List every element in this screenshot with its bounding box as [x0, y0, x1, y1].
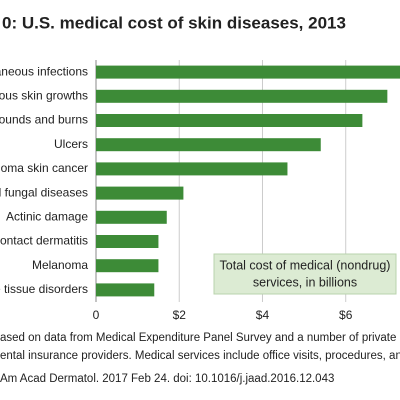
bar — [96, 186, 184, 200]
bar — [96, 283, 155, 297]
x-tick-label: $4 — [256, 308, 270, 322]
note: ental insurance providers. Medical servi… — [0, 350, 400, 362]
annotation: services, in billions — [253, 275, 357, 289]
bar — [96, 235, 159, 248]
bar — [96, 162, 288, 176]
note: ased on data from Medical Expenditure Pa… — [0, 332, 400, 344]
y-tick-label: Ulcers — [54, 137, 88, 151]
chart-title: 0: U.S. medical cost of skin diseases, 2… — [2, 13, 346, 32]
x-tick-label: $6 — [339, 308, 353, 322]
y-tick-label: Melanoma — [32, 258, 88, 272]
bar — [96, 259, 159, 273]
x-tick-label: $2 — [173, 308, 187, 322]
y-tick-label: Wounds and burns — [0, 113, 88, 127]
y-tick-label: erous skin growths — [0, 88, 88, 102]
annotation: Total cost of medical (nondrug) — [220, 258, 391, 272]
annotation-box — [213, 253, 397, 295]
bar — [96, 138, 321, 152]
bar — [96, 114, 363, 127]
y-tick-label: Actinic damage — [6, 209, 88, 223]
y-tick-label: anoma skin cancer — [0, 161, 88, 175]
y-tick-label: taneous infections — [0, 64, 88, 78]
y-tick-label: nd fungal diseases — [0, 185, 88, 199]
y-tick-label: Contact dermatitis — [0, 234, 88, 248]
bar — [96, 89, 388, 103]
bar — [96, 65, 400, 79]
y-tick-label: ve tissue disorders — [0, 282, 88, 296]
bar — [96, 210, 167, 224]
x-tick-label: 0 — [93, 308, 100, 322]
note: Am Acad Dermatol. 2017 Feb 24. doi: 10.1… — [0, 373, 334, 385]
